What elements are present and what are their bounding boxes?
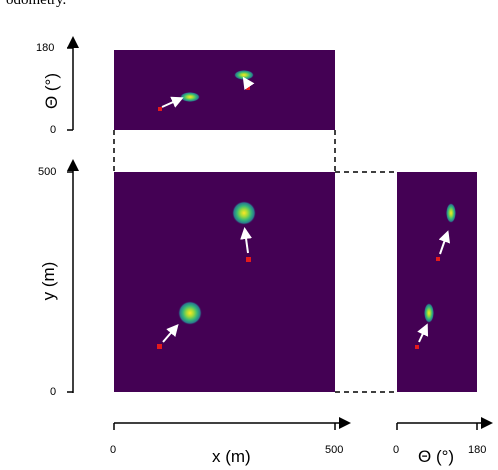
top-heatmap-background: [114, 50, 335, 130]
top-arrow-2: [242, 76, 255, 90]
side-density-blob-1: [424, 303, 434, 323]
main-y-tick-label-0: 0: [50, 386, 57, 398]
main-arrow-2: [240, 227, 253, 254]
top-density-blob-1: [180, 92, 200, 102]
main-y-axis-label: y (m): [39, 261, 58, 301]
panel-connectors: [113, 130, 397, 393]
main-odometry-marker-2: [246, 257, 251, 262]
top-panel: [67, 36, 335, 131]
main-density-blob-2: [232, 201, 256, 225]
side-arrow-2: [438, 230, 451, 255]
main-arrow-1: [162, 323, 179, 343]
top-odometry-marker-2: [246, 86, 250, 90]
main-odometry-marker-1: [157, 344, 162, 349]
side-x-axis-label: Θ (°): [418, 447, 455, 466]
top-density-blob-2: [234, 70, 254, 80]
main-y-tick-label-500: 500: [38, 166, 57, 178]
side-heatmap-background: [397, 172, 477, 392]
side-x-tick-label-180: 180: [468, 444, 487, 456]
side-odometry-marker-1: [415, 345, 419, 349]
main-heatmap-background: [114, 172, 335, 392]
main-x-tick-label-500: 500: [325, 444, 344, 456]
caption-text: odometry.: [6, 0, 67, 8]
top-arrow-1: [161, 96, 184, 108]
side-odometry-marker-2: [436, 257, 440, 261]
side-panel: [396, 172, 493, 430]
side-arrow-1: [417, 323, 429, 343]
side-x-tick-label-0: 0: [393, 444, 400, 456]
main-x-axis-label: x (m): [212, 447, 251, 466]
top-y-axis-label: Θ (°): [42, 72, 61, 110]
side-density-blob-2: [446, 203, 456, 223]
top-y-tick-label-0: 0: [50, 124, 57, 136]
main-density-blob-1: [178, 301, 202, 325]
top-odometry-marker-1: [158, 107, 162, 111]
main-x-tick-label-0: 0: [110, 444, 117, 456]
main-panel: [67, 159, 351, 430]
top-y-tick-label-180: 180: [36, 42, 55, 54]
